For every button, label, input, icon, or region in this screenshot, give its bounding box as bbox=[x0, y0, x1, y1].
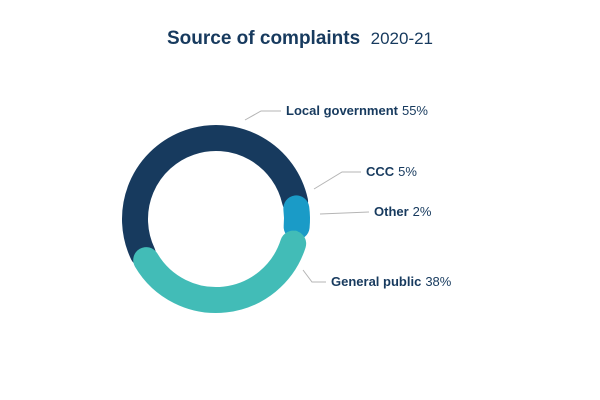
slices-group bbox=[122, 125, 310, 313]
slice-label-local-government: Local government 55% bbox=[286, 103, 428, 118]
slice-ccc bbox=[283, 195, 310, 240]
leader-line-ccc bbox=[313, 171, 361, 190]
slice-label-name: Other bbox=[374, 204, 409, 219]
slice-label-name: General public bbox=[331, 274, 421, 289]
slice-label-ccc: CCC 5% bbox=[366, 164, 417, 179]
slice-label-value: 2% bbox=[413, 204, 432, 219]
slice-label-name: CCC bbox=[366, 164, 395, 179]
slice-label-value: 5% bbox=[398, 164, 417, 179]
leader-line-general-public bbox=[302, 269, 326, 283]
slice-labels-group: Local government 55% CCC 5% Other 2% General p… bbox=[286, 103, 452, 289]
slice-general-public bbox=[133, 230, 307, 313]
slice-local-government bbox=[122, 125, 309, 267]
leader-line-local-government bbox=[244, 110, 281, 121]
slice-label-general-public: General public 38% bbox=[331, 274, 452, 289]
slice-label-other: Other 2% bbox=[374, 204, 432, 219]
leader-lines-group bbox=[244, 110, 370, 283]
chart-title-main: Source of complaints bbox=[167, 28, 360, 49]
slice-label-value: 55% bbox=[402, 103, 428, 118]
slice-label-value: 38% bbox=[425, 274, 451, 289]
slice-label-name: Local government bbox=[286, 103, 399, 118]
chart-title: Source of complaints 2020-21 bbox=[167, 28, 433, 49]
chart-subtitle: 2020-21 bbox=[371, 29, 433, 48]
leader-line-other bbox=[319, 211, 370, 215]
